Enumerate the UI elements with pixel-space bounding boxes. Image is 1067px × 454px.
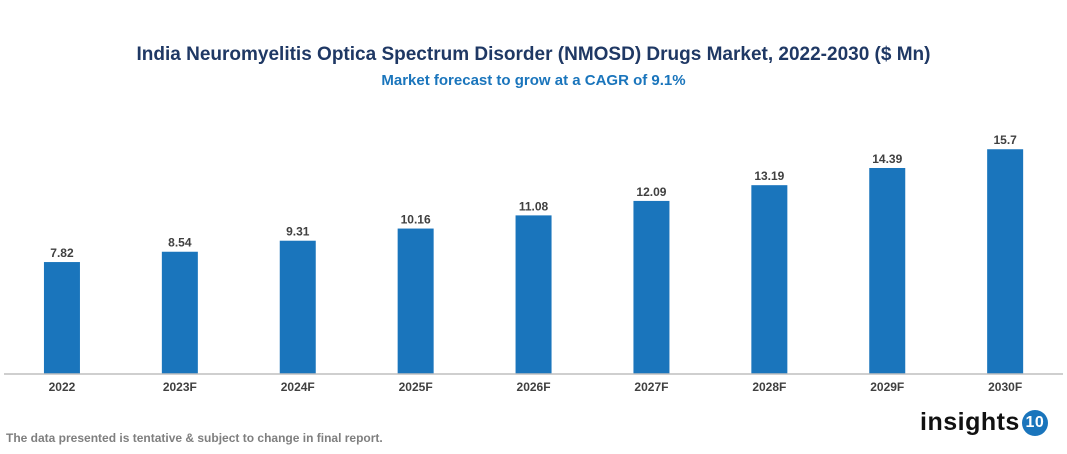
data-label: 7.82 <box>50 246 74 260</box>
insights10-logo: insights 10 <box>920 408 1048 437</box>
bar <box>43 262 80 374</box>
x-tick-label: 2027F <box>634 380 668 394</box>
data-label: 8.54 <box>168 236 192 250</box>
x-tick-label: 2030F <box>988 380 1022 394</box>
data-label: 10.16 <box>401 213 431 227</box>
x-tick-label: 2029F <box>870 380 904 394</box>
chart-subtitle: Market forecast to grow at a CAGR of 9.1… <box>381 72 686 89</box>
x-tick-label: 2025F <box>399 380 433 394</box>
bar <box>987 149 1024 374</box>
data-label: 9.31 <box>286 225 310 239</box>
bar <box>869 167 906 374</box>
bar <box>515 215 552 374</box>
chart-title: India Neuromyelitis Optica Spectrum Diso… <box>136 44 931 65</box>
x-tick-label: 2022 <box>49 380 76 394</box>
bar <box>161 251 198 374</box>
x-tick-label: 2026F <box>517 380 551 394</box>
logo-badge: 10 <box>1021 409 1048 436</box>
data-label: 12.09 <box>636 185 666 199</box>
footnote: The data presented is tentative & subjec… <box>6 431 383 445</box>
bar <box>397 228 434 374</box>
bar <box>751 185 788 374</box>
logo-text: insights <box>920 408 1020 436</box>
data-label: 11.08 <box>519 199 549 213</box>
bar <box>279 240 316 374</box>
x-tick-label: 2024F <box>281 380 315 394</box>
data-label: 14.39 <box>872 152 902 166</box>
data-label: 15.7 <box>993 133 1017 147</box>
x-tick-label: 2028F <box>752 380 786 394</box>
bar <box>633 200 670 374</box>
x-tick-label: 2023F <box>163 380 197 394</box>
data-label: 13.19 <box>754 169 784 183</box>
